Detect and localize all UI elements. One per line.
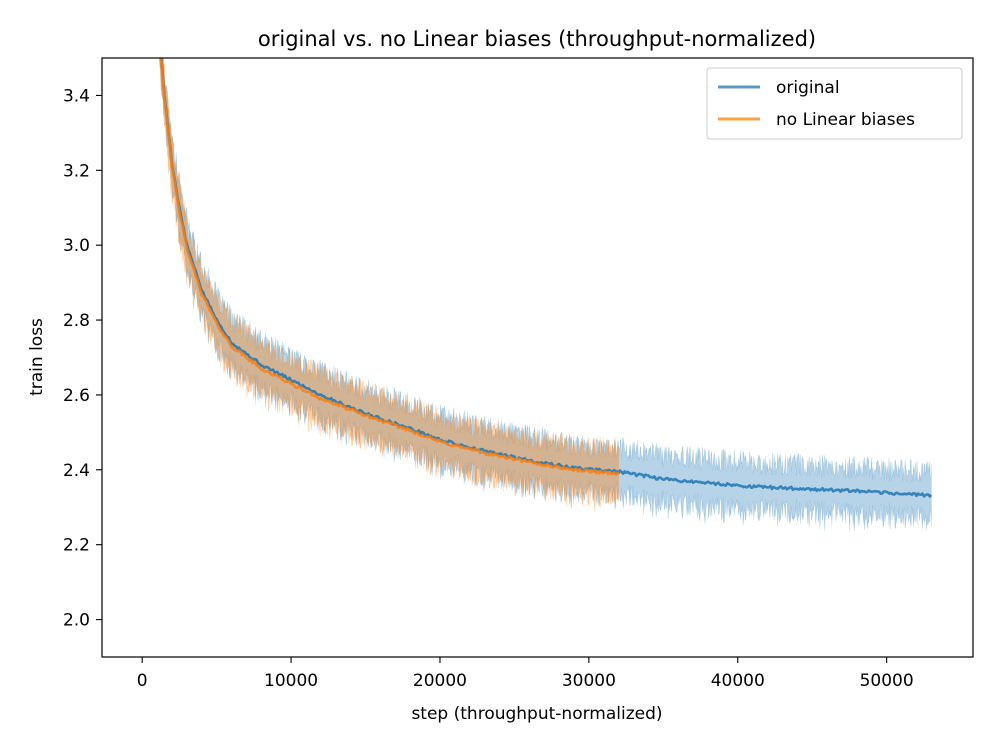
x-tick-label: 10000 (264, 671, 318, 691)
x-tick-label: 50000 (860, 671, 914, 691)
legend-frame (706, 67, 963, 140)
legend-label-original: original (776, 78, 840, 98)
x-tick-label: 0 (137, 671, 148, 691)
y-tick-label: 3.4 (63, 86, 90, 106)
plot-frame (101, 57, 974, 658)
y-tick-label: 2.8 (63, 311, 90, 331)
x-axis-label: step (throughput-normalized) (411, 704, 662, 724)
y-tick-label: 3.0 (63, 236, 90, 256)
y-tick-label: 3.2 (63, 161, 90, 181)
y-tick-label: 2.0 (63, 611, 90, 631)
series-lines (159, 58, 933, 498)
band-original (159, 58, 932, 532)
x-axis: 0 10000 20000 30000 40000 50000 (137, 657, 914, 691)
x-tick-label: 30000 (562, 671, 616, 691)
y-tick-label: 2.6 (63, 386, 90, 406)
y-tick-label: 2.4 (63, 461, 90, 481)
variance-bands (158, 58, 932, 532)
y-axis-label: train loss (27, 318, 47, 396)
line-no-linear-biases (159, 58, 620, 476)
y-axis: 2.0 2.2 2.4 2.6 2.8 3.0 3.2 3.4 (63, 86, 102, 631)
x-tick-label: 40000 (711, 671, 765, 691)
band-no-linear-biases (158, 58, 619, 512)
x-tick-label: 20000 (413, 671, 467, 691)
legend: original no Linear biases (706, 67, 963, 140)
chart-title: original vs. no Linear biases (throughpu… (258, 27, 816, 51)
y-tick-label: 2.2 (63, 536, 90, 556)
legend-label-no-linear-biases: no Linear biases (776, 110, 915, 130)
